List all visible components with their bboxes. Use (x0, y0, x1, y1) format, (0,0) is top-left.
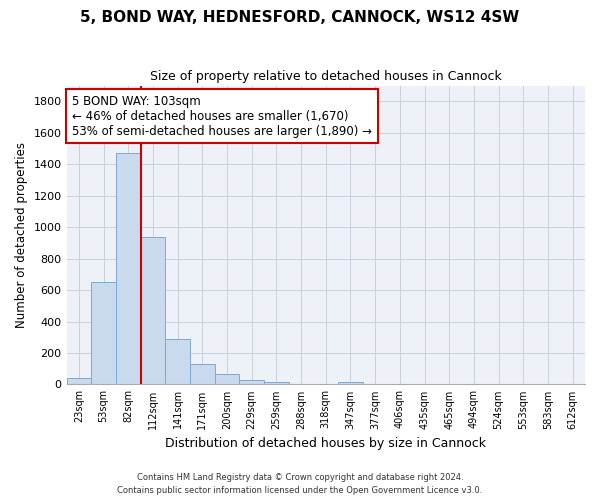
Bar (140, 236, 165, 384)
Bar (67, 378, 91, 384)
Bar (190, 364, 215, 384)
Bar (264, 382, 289, 384)
Bar (338, 382, 363, 384)
Y-axis label: Number of detached properties: Number of detached properties (15, 142, 28, 328)
Text: Contains HM Land Registry data © Crown copyright and database right 2024.
Contai: Contains HM Land Registry data © Crown c… (118, 474, 482, 495)
Bar (116, 153, 140, 384)
Text: 5 BOND WAY: 103sqm
← 46% of detached houses are smaller (1,670)
53% of semi-deta: 5 BOND WAY: 103sqm ← 46% of detached hou… (72, 94, 372, 138)
Title: Size of property relative to detached houses in Cannock: Size of property relative to detached ho… (150, 70, 502, 83)
Bar (215, 374, 239, 384)
Text: 5, BOND WAY, HEDNESFORD, CANNOCK, WS12 4SW: 5, BOND WAY, HEDNESFORD, CANNOCK, WS12 4… (80, 10, 520, 25)
Bar (239, 380, 264, 384)
X-axis label: Distribution of detached houses by size in Cannock: Distribution of detached houses by size … (165, 437, 486, 450)
Bar (91, 282, 116, 384)
Bar (165, 339, 190, 384)
